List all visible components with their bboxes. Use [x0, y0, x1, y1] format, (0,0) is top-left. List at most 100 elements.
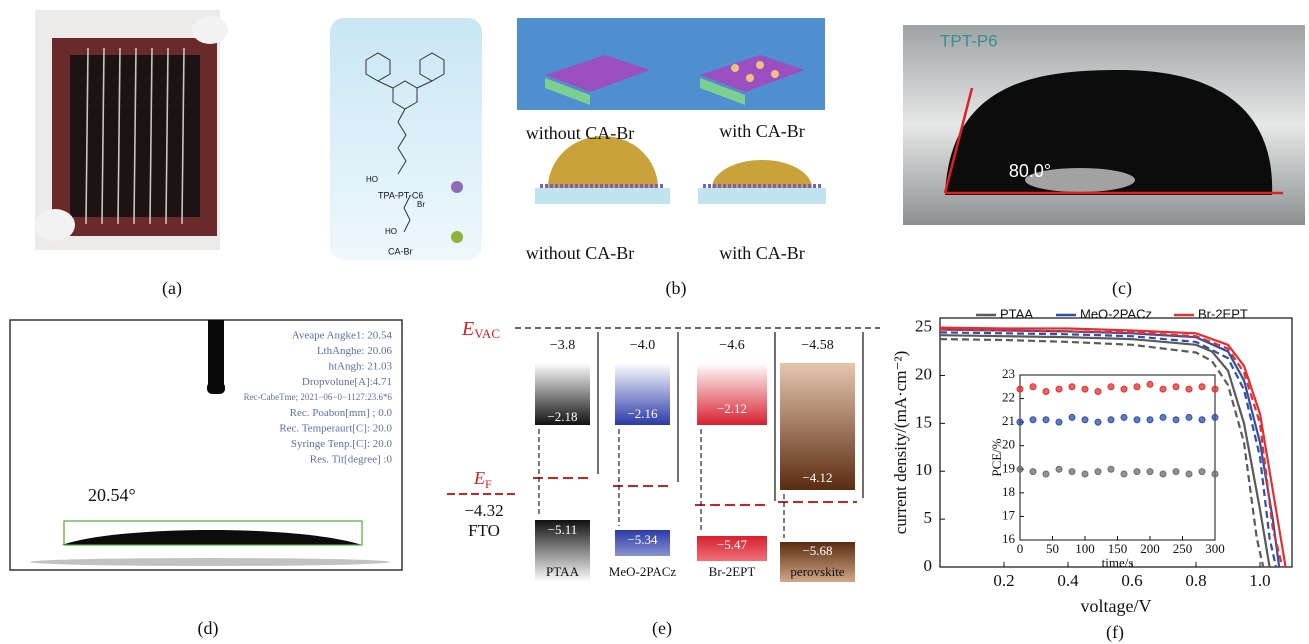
lower-value: −5.47	[717, 537, 748, 552]
x-axis-label: voltage/V	[1081, 596, 1152, 616]
panel-label: (a)	[162, 278, 182, 299]
panel-label: (e)	[652, 618, 672, 639]
gap-value: −3.8	[550, 338, 575, 353]
gap-value: −4.58	[801, 338, 833, 353]
chem-label: HO	[385, 227, 397, 236]
caption: without CA-Br	[526, 123, 635, 143]
upper-value: −2.16	[627, 406, 658, 421]
x-tick-label: 0.4	[1057, 571, 1079, 590]
inset-point	[1056, 386, 1062, 392]
inset-point	[1043, 417, 1049, 423]
inset-y-tick-label: 22	[1002, 390, 1015, 405]
readout-line: Rec. Poabon[mm] ; 0.0	[290, 407, 393, 419]
inset-point	[1095, 389, 1101, 395]
inset-x-tick-label: 250	[1173, 541, 1193, 556]
panel-label: (c)	[1112, 278, 1132, 299]
caption: without CA-Br	[526, 243, 635, 263]
panel-label: (f)	[1106, 622, 1124, 643]
page: (a) HO TPA-PT-C6 HO Br CA-Br without CA-…	[0, 0, 1309, 644]
layer-name: PTAA	[546, 564, 580, 579]
inset-point	[1043, 471, 1049, 477]
inset-y-tick-label: 16	[1002, 531, 1016, 546]
readout-line: Rec-CabeTme; 2021−06−0−1127:23.6*6	[244, 392, 393, 402]
energy-diagram: −3.8−2.18−5.11PTAA−4.0−2.16−5.34MeO-2PAC…	[533, 332, 863, 582]
legend-label: Br-2EPT	[1198, 306, 1248, 321]
inset-point	[1147, 381, 1153, 387]
fto-label: FTO	[468, 521, 500, 540]
readout-line: htAngh: 21.03	[328, 361, 392, 373]
photo-c	[903, 25, 1305, 225]
inset-point	[1108, 417, 1114, 423]
readout-line: Dropvolune[A]:4.71	[302, 376, 392, 388]
upper-value: −2.18	[547, 409, 577, 424]
caption: with CA-Br	[719, 243, 805, 263]
legend-label: MeO-2PACz	[1080, 306, 1152, 321]
inset-point	[1121, 414, 1127, 420]
panel-label: (d)	[198, 618, 219, 639]
inset-point	[1173, 384, 1179, 390]
inset-x-tick-label: 50	[1046, 541, 1059, 556]
readout-line: Syringe Tenp.[C]: 20.0	[291, 438, 393, 450]
lower-value: −5.11	[548, 522, 578, 537]
angle-label: 80.0°	[1009, 161, 1051, 181]
x-tick-label: 0.2	[993, 571, 1014, 590]
inset-point	[1043, 389, 1049, 395]
inset-y-tick-label: 21	[1002, 413, 1015, 428]
readout-line: Rec. Temperaurt[C]: 20.0	[279, 423, 392, 435]
inset-point	[1160, 414, 1166, 420]
inset-point	[1121, 471, 1127, 477]
inset-point	[1134, 469, 1140, 475]
inset-x-tick-label: 200	[1140, 541, 1160, 556]
sample-label: TPT-P6	[940, 31, 998, 50]
jv-chart: 05101520250.20.40.60.81.0voltage/Vcurren…	[891, 306, 1292, 616]
inset-point	[1056, 466, 1062, 472]
y-tick-label: 5	[924, 508, 933, 527]
inset-point	[1082, 471, 1088, 477]
angle-label: 20.54°	[88, 485, 136, 505]
inset-point	[1134, 417, 1140, 423]
chem-label: CA-Br	[388, 246, 413, 256]
inset-point	[1186, 471, 1192, 477]
schematic	[517, 18, 826, 204]
symbol: E	[461, 318, 474, 340]
inset-x-label: time/s	[1102, 555, 1134, 570]
layer-name: perovskite	[790, 564, 844, 579]
symbol: E	[473, 468, 485, 488]
upper-value: −2.12	[717, 401, 747, 416]
chem-label: HO	[366, 175, 378, 184]
subscript: VAC	[474, 326, 500, 341]
caption: with CA-Br	[719, 121, 805, 141]
inset-frame	[1020, 375, 1215, 540]
photo-a	[35, 10, 228, 250]
inset-point	[1212, 414, 1218, 420]
y-tick-label: 0	[924, 556, 933, 575]
subscript: F	[485, 477, 492, 491]
inset-point	[1134, 384, 1140, 390]
inset-point	[1069, 469, 1075, 475]
readout-line: LthAnghe: 20.06	[317, 345, 393, 357]
inset-point	[1017, 419, 1023, 425]
inset-point	[1056, 419, 1062, 425]
inset-point	[1199, 384, 1205, 390]
gap-value: −4.6	[719, 338, 744, 353]
figure: (a) HO TPA-PT-C6 HO Br CA-Br without CA-…	[0, 0, 1309, 644]
y-axis-label: current density/(mA·cm⁻²)	[891, 351, 910, 535]
inset-point	[1030, 384, 1036, 390]
inset-point	[1095, 469, 1101, 475]
upper-value: −4.12	[802, 470, 832, 485]
inset-x-tick-label: 150	[1108, 541, 1128, 556]
inset-point	[1147, 417, 1153, 423]
inset-x-tick-label: 0	[1017, 541, 1024, 556]
inset-x-tick-label: 100	[1075, 541, 1095, 556]
inset-point	[1199, 417, 1205, 423]
x-tick-label: 1.0	[1249, 571, 1270, 590]
inset-point	[1082, 417, 1088, 423]
y-tick-label: 25	[915, 316, 932, 335]
chem-label: TPA-PT-C6	[378, 190, 423, 200]
y-tick-label: 10	[915, 460, 932, 479]
gap-value: −4.0	[630, 338, 655, 353]
vacuum-symbol: EVAC	[461, 318, 500, 341]
readout-line: Aveape Angke1: 20.54	[292, 330, 393, 342]
inset-point	[1173, 417, 1179, 423]
inset-point	[1069, 414, 1075, 420]
